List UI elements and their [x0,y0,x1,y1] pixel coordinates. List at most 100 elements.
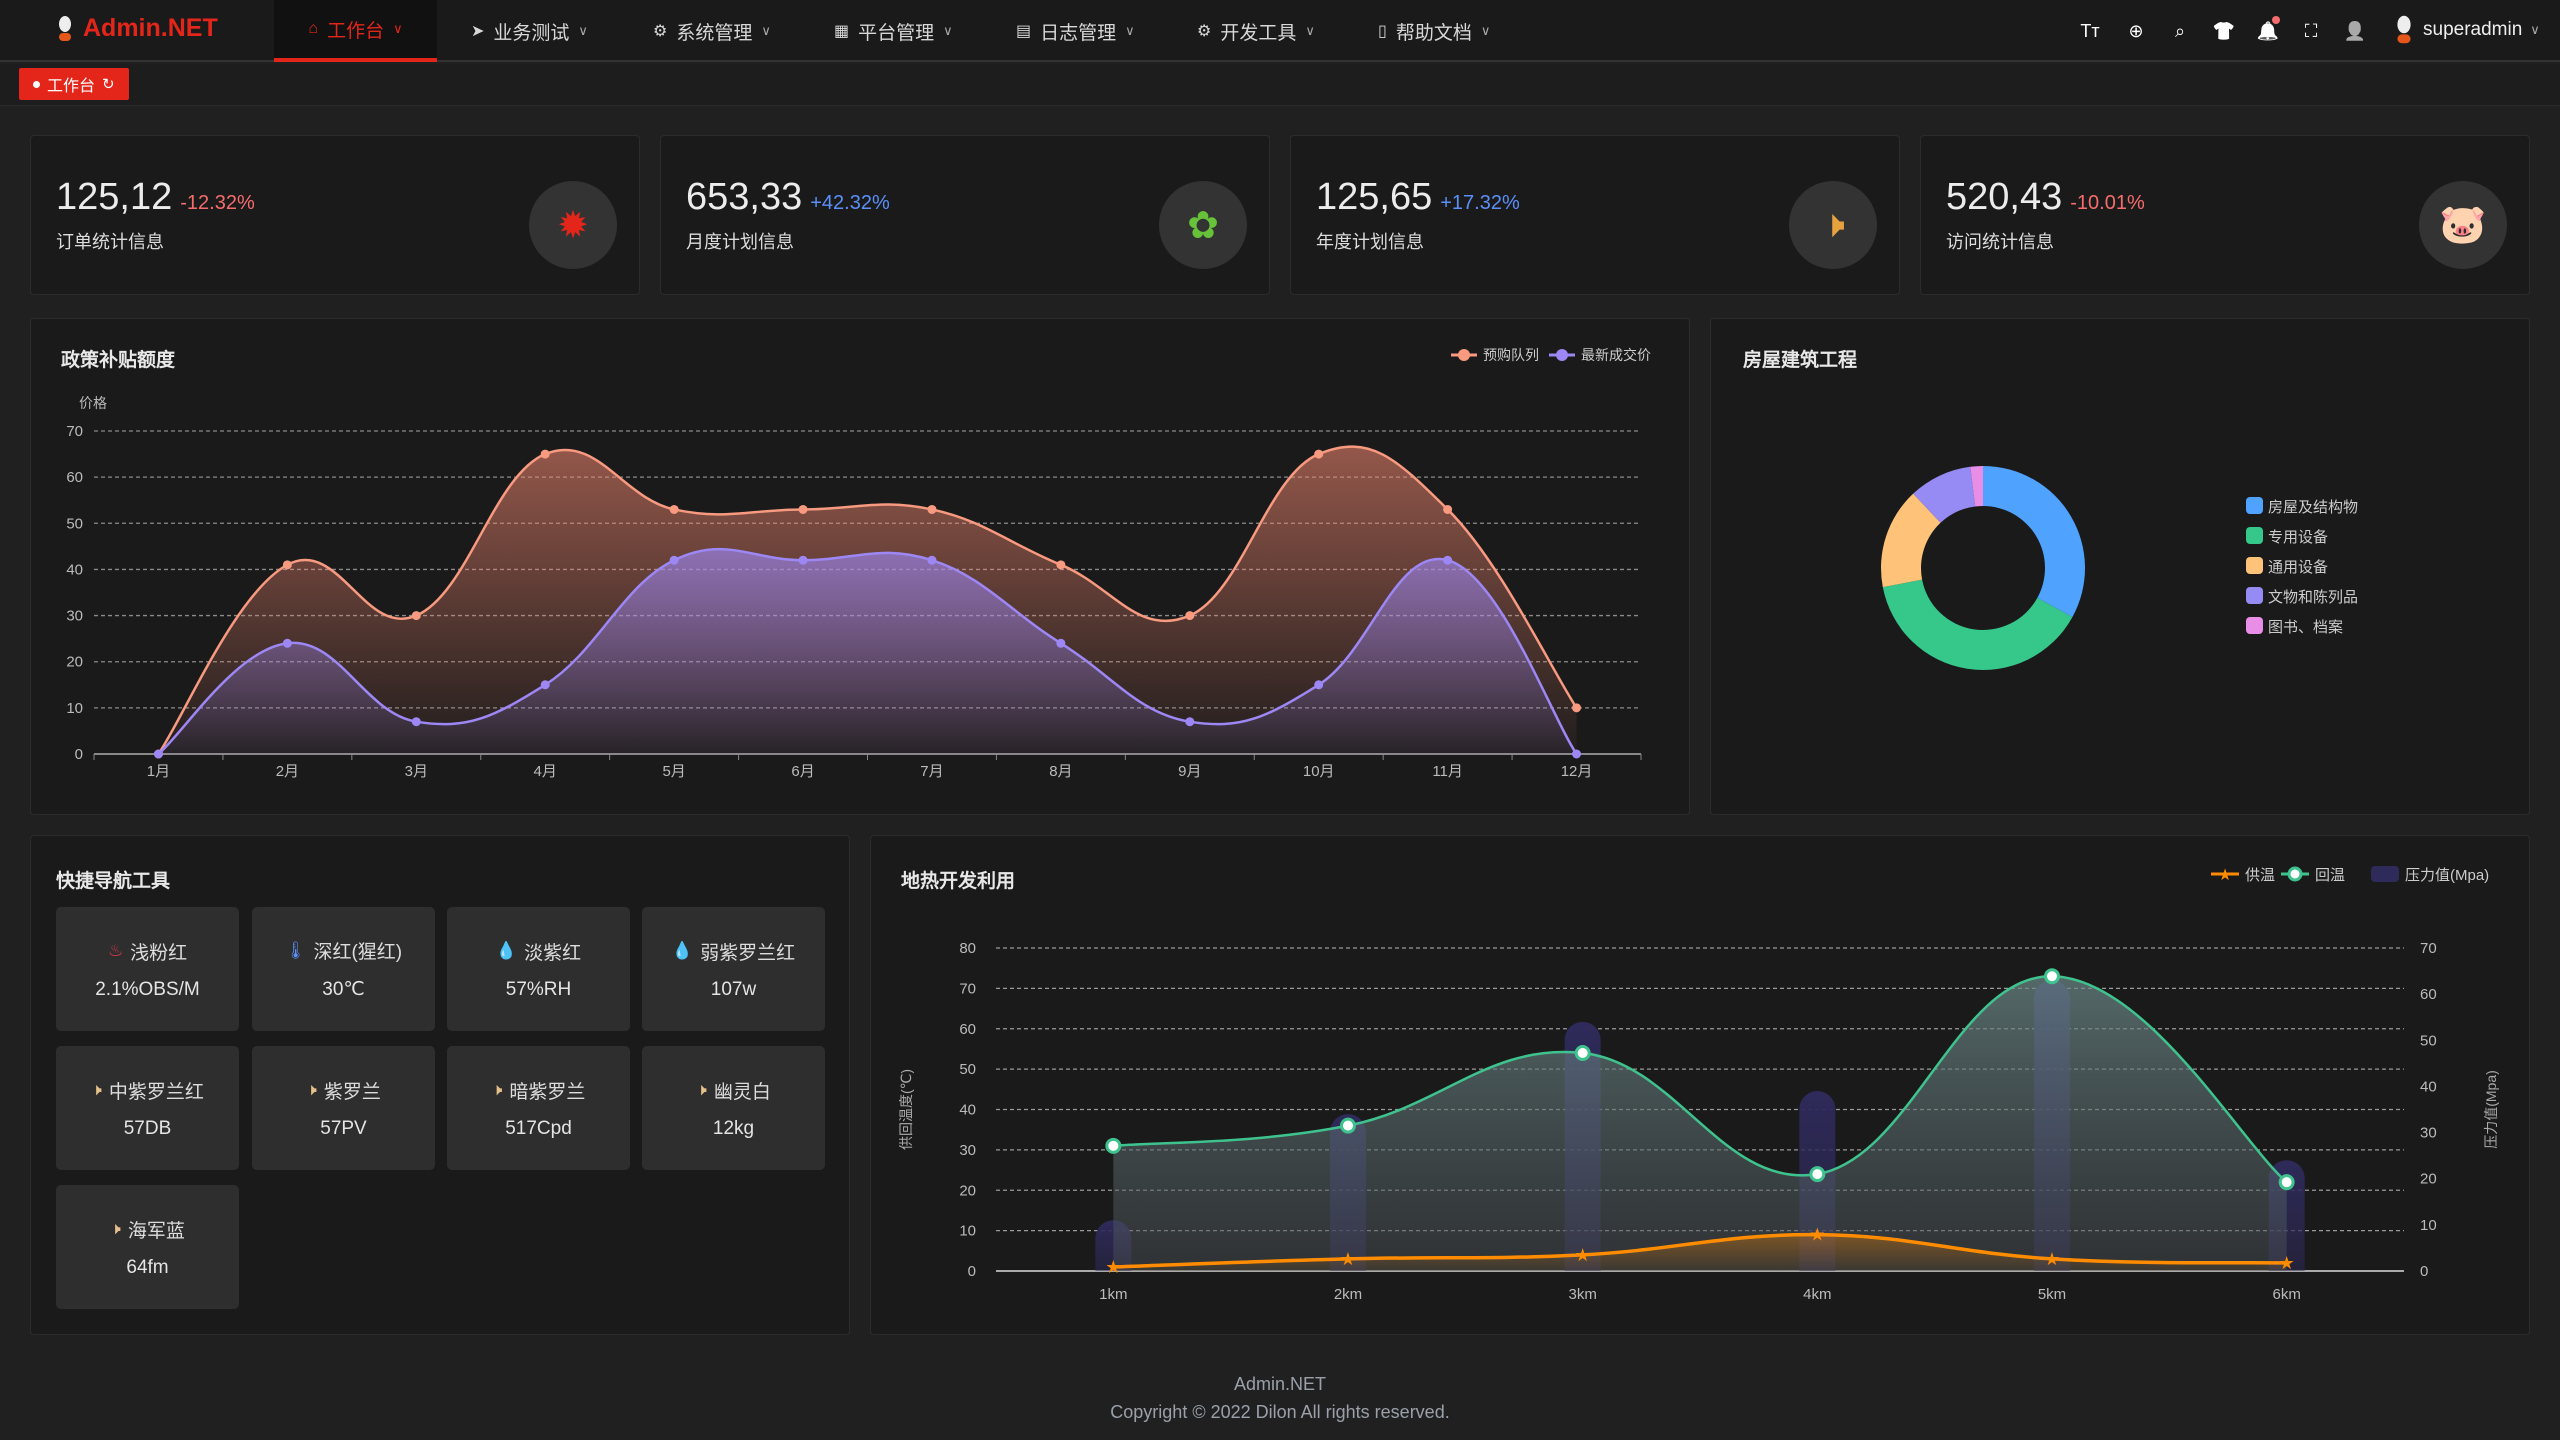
legend-label[interactable]: 房屋及结构物 [2268,499,2358,516]
nav-item-5[interactable]: ⚙ 开发工具 ∨ [1177,0,1335,62]
stat-card[interactable]: 653,33 +42.32% 月度计划信息 ✿ [660,135,1270,295]
quick-nav-tile[interactable]: 🕨 幽灵白 12kg [642,1046,825,1170]
nav-item-2[interactable]: ⚙ 系统管理 ∨ [633,0,791,62]
card-title: 地热开发利用 [901,871,1016,892]
data-point[interactable] [2044,968,2060,985]
data-point[interactable] [669,555,679,565]
data-point[interactable] [927,504,937,514]
x-tick-label: 4km [1803,1286,1831,1303]
series-line-1 [157,547,1578,755]
quick-nav-tile[interactable]: 🕨 中紫罗兰红 57DB [56,1046,239,1170]
footer-copyright: Copyright © 2022 Dilon All rights reserv… [1110,1402,1450,1422]
legend-label[interactable]: 压力值(Mpa) [2405,867,2489,884]
star-marker[interactable]: ★ [1809,1225,1825,1245]
data-point[interactable] [1809,1166,1826,1183]
data-point[interactable] [1443,555,1453,565]
x-tick-label: 2km [1334,1286,1362,1303]
nav-item-4[interactable]: ▤ 日志管理 ∨ [996,0,1155,62]
data-point[interactable] [1572,749,1582,759]
data-point[interactable] [798,504,808,514]
user-icon[interactable]: 👤 [2343,20,2367,41]
speaker-icon: 🕨 [306,1080,317,1099]
y-tick-label: 60 [959,1021,976,1038]
skin-icon[interactable]: 👕 [2212,20,2236,41]
y-tick-label: 50 [959,1061,976,1078]
y-tick-label: 20 [959,1182,976,1199]
nav-item-0[interactable]: ⌂ 工作台 ∨ [274,0,437,62]
nav-item-6[interactable]: ▯ 帮助文档 ∨ [1358,0,1510,62]
y-axis-name: 价格 [79,395,107,411]
tile-value: 30℃ [322,979,365,1000]
quick-nav-tile[interactable]: 🌡 深红(猩红) 30℃ [252,907,435,1031]
data-point[interactable] [1574,1044,1591,1061]
speaker-icon: 🕨 [91,1080,102,1099]
quick-nav-tile[interactable]: ♨ 浅粉红 2.1%OBS/M [56,907,239,1031]
stat-value-row: 520,43 -10.01% [1946,176,2145,219]
data-point[interactable] [2278,1174,2295,1191]
fullscreen-icon[interactable]: ⛶ [2304,20,2318,41]
x-tick-label: 3km [1568,1286,1596,1303]
pie-slice[interactable] [1983,466,2085,618]
data-point[interactable] [1185,717,1195,727]
legend-label[interactable]: 最新成交价 [1581,347,1651,363]
quick-nav-tile[interactable]: 💧 淡紫红 57%RH [447,907,630,1031]
data-point[interactable] [540,449,550,459]
data-point[interactable] [1056,638,1066,648]
star-marker[interactable]: ★ [1105,1257,1121,1277]
data-point[interactable] [1185,611,1195,621]
legend-label[interactable]: 预购队列 [1483,347,1539,363]
quick-nav-tile[interactable]: 🕨 海军蓝 64fm [56,1185,239,1309]
data-point[interactable] [798,555,808,565]
data-point[interactable] [669,504,679,514]
data-point[interactable] [1340,1117,1356,1134]
star-marker[interactable]: ★ [1340,1249,1356,1269]
data-point[interactable] [1443,504,1453,514]
star-marker[interactable]: ★ [1575,1245,1591,1265]
data-point[interactable] [153,749,163,759]
card-title: 快捷导航工具 [56,871,171,892]
quick-nav-tile[interactable]: 💧 弱紫罗兰红 107w [642,907,825,1031]
legend-label[interactable]: 文物和陈列品 [2268,588,2358,606]
stat-card[interactable]: 125,12 -12.32% 订单统计信息 ✹ [30,135,640,295]
quick-nav-tile[interactable]: 🕨 紫罗兰 57PV [252,1046,435,1170]
nav-item-1[interactable]: ➤ 业务测试 ∨ [451,0,608,62]
quick-nav-tile[interactable]: 🕨 暗紫罗兰 517Cpd [447,1046,630,1170]
data-point[interactable] [1056,560,1066,570]
legend-label[interactable]: 专用设备 [2268,529,2328,546]
bell-icon[interactable]: 🔔 [2255,16,2281,44]
pie-slice[interactable] [1881,493,1941,588]
data-point[interactable] [282,560,292,570]
tag-workbench[interactable]: 工作台 ↻ [19,68,129,100]
legend-label[interactable]: 供温 [2245,867,2275,884]
star-marker[interactable]: ★ [2279,1253,2295,1273]
stat-card[interactable]: 520,43 -10.01% 访问统计信息 🐷 [1920,135,2530,295]
legend-label[interactable]: 回温 [2315,867,2345,884]
font-size-icon[interactable]: Tт [2080,20,2100,41]
refresh-icon[interactable]: ↻ [102,76,115,93]
data-point[interactable] [1105,1137,1122,1154]
star-marker[interactable]: ★ [2044,1249,2060,1269]
data-point[interactable] [1314,680,1324,690]
data-point[interactable] [411,611,421,621]
data-point[interactable] [1314,449,1324,459]
pie-slice[interactable] [1882,579,2073,670]
pie-slice[interactable] [1913,466,1976,523]
data-point[interactable] [282,638,292,648]
data-point[interactable] [927,555,937,565]
legend-label[interactable]: 图书、档案 [2268,618,2343,636]
search-icon[interactable]: ⌕ [2174,20,2186,41]
legend-swatch [2371,866,2399,882]
tile-value: 57%RH [505,978,572,1000]
user-menu[interactable]: superadmin ∨ [2393,14,2540,46]
data-point[interactable] [1572,703,1582,713]
data-point[interactable] [540,680,550,690]
top-header: Admin.NET ⌂ 工作台 ∨ ➤ 业务测试 ∨ ⚙ 系统管理 ∨ ▦ 平台… [0,0,2560,62]
logo[interactable]: Admin.NET [55,14,218,43]
stat-card[interactable]: 125,65 +17.32% 年度计划信息 🕨 [1290,135,1900,295]
legend-label[interactable]: 通用设备 [2268,559,2328,576]
nav-item-3[interactable]: ▦ 平台管理 ∨ [814,0,973,62]
pie-slice[interactable] [1970,466,1983,507]
data-point[interactable] [411,717,421,727]
language-icon[interactable]: ⊕ [2128,20,2144,41]
y-tick-label: 40 [959,1102,976,1119]
